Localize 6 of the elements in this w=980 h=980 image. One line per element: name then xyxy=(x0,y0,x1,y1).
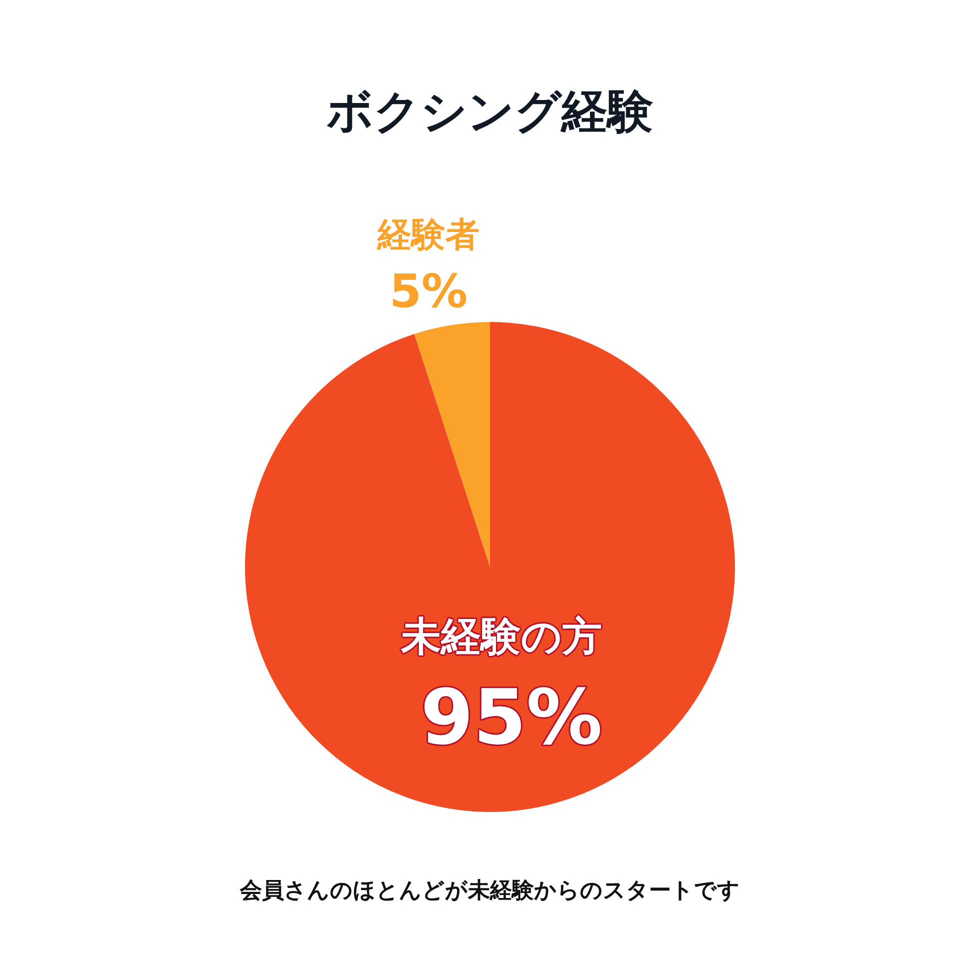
data-label: 5% xyxy=(389,264,468,318)
data-label: 95% xyxy=(420,672,602,762)
slice-label: 経験者 xyxy=(376,215,480,256)
text: 会員さんのほとんどが未経験からのスタートです xyxy=(239,878,740,904)
chart-title: ボクシング経験 xyxy=(326,84,654,138)
slice-label: 未経験の方 xyxy=(400,614,602,660)
